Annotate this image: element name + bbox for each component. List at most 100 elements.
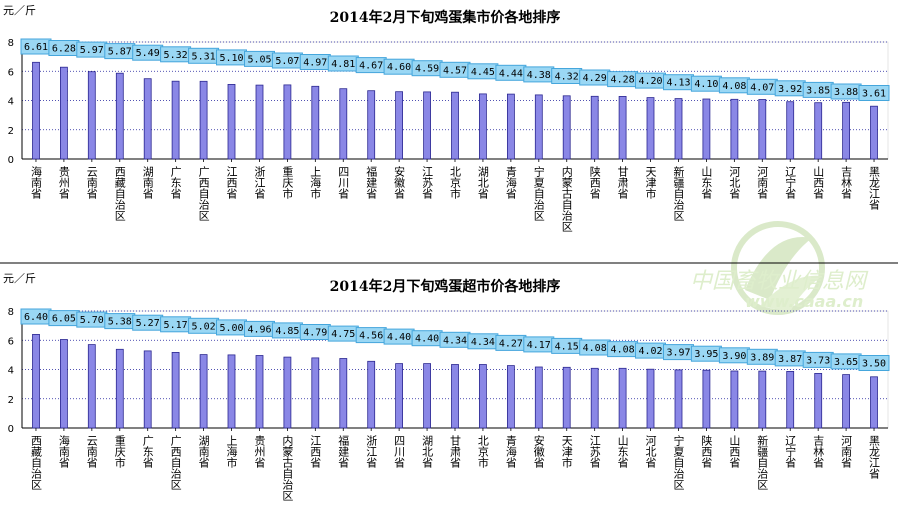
bar: [143, 78, 152, 160]
bar: [478, 93, 487, 160]
bar: [339, 358, 348, 429]
bar: [60, 66, 68, 160]
bar: [702, 98, 711, 160]
x-category-label: 贵州省: [57, 166, 70, 200]
data-label: 5.00: [219, 323, 243, 334]
data-label: 3.89: [750, 352, 774, 363]
bar: [478, 364, 487, 429]
bar: [870, 376, 878, 429]
data-label: 5.97: [80, 45, 104, 56]
chart-supermarket-price: 2014年2月下旬鸡蛋超市价各地排序 元／斤 0 2 4 6 8 6.40 6.05 5.70…: [3, 272, 890, 501]
y-tick-label: 6: [8, 67, 14, 78]
x-category-label: 上海市: [225, 435, 238, 469]
y-axis-unit: 元／斤: [3, 272, 36, 285]
x-category-label: 江苏省: [588, 435, 601, 469]
x-category-label: 内蒙古自治区: [560, 165, 573, 232]
data-label: 4.34: [443, 335, 467, 346]
x-category-label: 山东省: [700, 166, 713, 200]
data-label: 4.10: [694, 79, 718, 90]
y-tick-label: 0: [8, 155, 14, 166]
bar: [395, 91, 404, 160]
bar: [646, 97, 655, 160]
chart-market-price: 2014年2月下旬鸡蛋集市价各地排序 元／斤 0 2 4 6 8 6.61 6.28 5.97…: [3, 4, 890, 232]
data-label: 4.45: [471, 67, 495, 78]
bar: [870, 105, 878, 160]
x-category-label: 天津市: [644, 166, 657, 200]
data-label: 4.17: [527, 340, 551, 351]
data-label: 4.40: [387, 332, 411, 343]
bar: [786, 370, 795, 429]
data-label: 4.02: [638, 346, 662, 357]
data-label: 6.40: [24, 312, 48, 323]
bar: [534, 94, 543, 160]
x-category-label: 河南省: [756, 166, 769, 200]
x-category-label: 山东省: [616, 435, 629, 469]
data-label: 4.79: [303, 328, 327, 339]
data-label: 3.95: [694, 349, 718, 360]
bar: [367, 360, 376, 429]
data-label: 5.38: [108, 317, 132, 328]
x-category-label: 甘肃省: [616, 166, 629, 200]
data-label: 5.31: [192, 51, 216, 62]
bar: [311, 85, 320, 160]
data-label: 5.02: [192, 321, 216, 332]
data-label: 3.65: [834, 357, 858, 368]
bar: [339, 88, 348, 160]
data-label: 3.50: [862, 359, 886, 370]
chart-title: 2014年2月下旬鸡蛋超市价各地排序: [330, 278, 561, 295]
bar: [199, 80, 208, 160]
bar: [227, 354, 236, 429]
bar: [423, 363, 432, 429]
data-label: 5.05: [247, 54, 271, 65]
data-label: 4.67: [359, 61, 383, 72]
data-label: 4.40: [415, 334, 439, 345]
y-tick-label: 0: [8, 424, 14, 435]
x-category-label: 海南省: [57, 434, 70, 469]
x-category-label: 辽宁省: [784, 435, 797, 469]
bar: [814, 102, 823, 160]
x-category-label: 北京市: [476, 435, 489, 469]
data-label: 4.75: [331, 329, 355, 340]
bar: [87, 71, 96, 160]
data-label: 5.32: [164, 50, 188, 61]
data-label: 4.60: [387, 62, 411, 73]
data-label: 4.34: [471, 337, 495, 348]
bar: [758, 99, 767, 160]
data-label: 4.81: [331, 59, 355, 70]
x-category-label: 山西省: [812, 166, 825, 200]
bar: [451, 91, 459, 160]
watermark-logo-icon: [731, 221, 825, 315]
bar: [32, 333, 40, 429]
x-category-label: 湖南省: [141, 166, 154, 200]
x-category-label: 海南省: [30, 165, 43, 200]
data-label: 6.28: [52, 44, 76, 55]
x-category-label: 云南省: [85, 435, 98, 469]
y-tick-label: 2: [8, 395, 14, 406]
data-label: 4.08: [583, 343, 607, 354]
data-label: 3.90: [722, 351, 746, 362]
bar: [199, 354, 208, 429]
data-label: 3.88: [834, 87, 858, 98]
bar: [283, 356, 292, 429]
bar: [562, 95, 571, 160]
x-category-label: 上海市: [309, 166, 322, 200]
x-category-label: 天津市: [560, 435, 573, 469]
x-category-label: 重庆市: [113, 434, 126, 469]
data-label: 4.32: [555, 72, 579, 83]
data-label: 4.15: [555, 341, 579, 352]
y-tick-label: 2: [8, 126, 14, 137]
bar: [618, 96, 627, 160]
x-category-label: 四川省: [337, 166, 350, 200]
bar: [590, 95, 599, 160]
bar: [758, 370, 767, 429]
data-label: 5.10: [219, 53, 243, 64]
x-category-label: 吉林省: [812, 435, 825, 469]
bar: [730, 370, 739, 429]
bar: [590, 367, 599, 429]
y-tick-label: 4: [8, 97, 14, 108]
data-label: 6.61: [24, 42, 48, 53]
data-label: 4.13: [666, 78, 690, 89]
data-label: 5.17: [164, 320, 188, 331]
x-category-label: 甘肃省: [449, 435, 462, 469]
